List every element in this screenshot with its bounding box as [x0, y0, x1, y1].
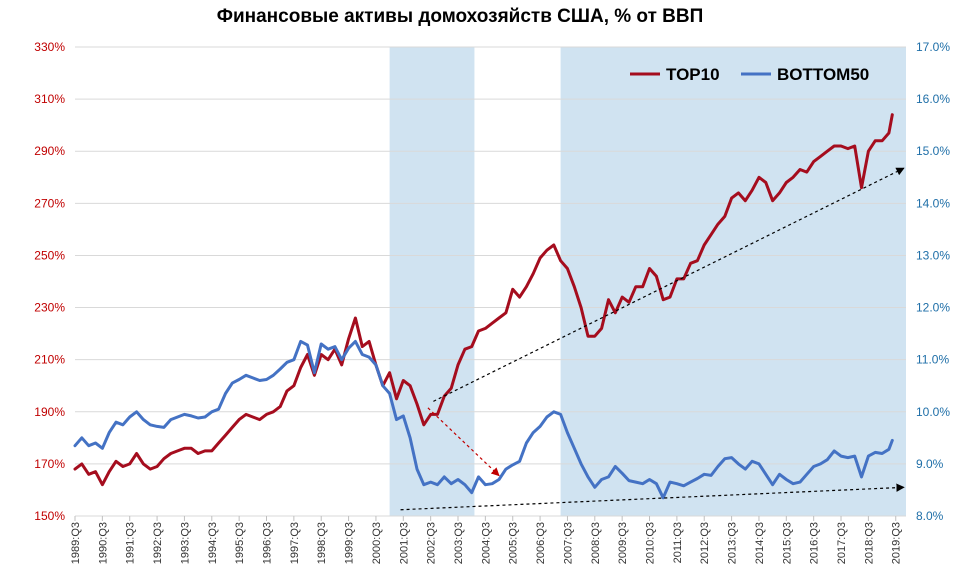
y-right-tick-label: 8.0% [916, 509, 944, 523]
y-left-tick-label: 150% [34, 509, 65, 523]
y-right-tick-label: 10.0% [916, 405, 950, 419]
x-tick-label: 2004:Q3 [480, 522, 492, 564]
x-tick-label: 2019:Q3 [891, 522, 903, 564]
x-tick-label: 1998:Q3 [316, 522, 328, 564]
x-tick-label: 2017:Q3 [836, 522, 848, 564]
shaded-periods [389, 47, 906, 516]
y-right-tick-label: 15.0% [916, 144, 950, 158]
legend-label-bottom50: BOTTOM50 [777, 65, 869, 84]
y-right-tick-label: 16.0% [916, 92, 950, 106]
x-tick-label: 2014:Q3 [754, 522, 766, 564]
y-left-tick-label: 210% [34, 353, 65, 367]
y-left-tick-label: 230% [34, 301, 65, 315]
x-tick-label: 1991:Q3 [125, 522, 137, 564]
trend-arrow-1 [427, 407, 500, 477]
y-left-tick-label: 190% [34, 405, 65, 419]
x-tick-label: 1989:Q3 [70, 522, 82, 564]
x-tick-label: 2012:Q3 [699, 522, 711, 564]
y-left-tick-label: 310% [34, 92, 65, 106]
legend: TOP10 BOTTOM50 [630, 65, 869, 84]
y-right-tick-label: 11.0% [916, 353, 949, 367]
grid-lines [75, 46, 906, 517]
shaded-period-2 [560, 47, 906, 516]
trend-arrows [400, 167, 905, 511]
x-tick-label: 2009:Q3 [617, 522, 629, 564]
x-tick-label: 2000:Q3 [371, 522, 383, 564]
x-tick-label: 2002:Q3 [426, 522, 438, 564]
legend-label-top10: TOP10 [666, 65, 720, 84]
x-tick-label: 1992:Q3 [152, 522, 164, 564]
x-tick-label: 2011:Q3 [672, 522, 684, 563]
x-tick-label: 2008:Q3 [590, 522, 602, 564]
series-lines [73, 113, 894, 500]
y-right-tick-label: 12.0% [916, 301, 950, 315]
y-left-tick-label: 290% [34, 144, 65, 158]
y-right-tick-label: 9.0% [916, 457, 944, 471]
x-tick-label: 1997:Q3 [289, 522, 301, 564]
x-tick-label: 1996:Q3 [262, 522, 274, 564]
y-right-tick-label: 13.0% [916, 248, 950, 262]
y-right-tick-label: 14.0% [916, 196, 950, 210]
y-right-tick-label: 17.0% [916, 40, 950, 54]
x-tick-label: 2010:Q3 [645, 522, 657, 564]
y-left-tick-label: 250% [34, 248, 65, 262]
y-axis-right: 8.0% 9.0% 10.0% 11.0% 12.0% 13.0% 14.0% 15.0% 16… [916, 40, 950, 523]
shaded-period-1 [389, 47, 475, 516]
x-tick-label: 1995:Q3 [234, 522, 246, 564]
chart-title: Финансовые активы домохозяйств США, % от… [217, 6, 704, 27]
x-tick-label: 2003:Q3 [453, 522, 465, 564]
x-tick-label: 1999:Q3 [344, 522, 356, 564]
x-axis: 1989:Q3 1990:Q3 1991:Q3 1992:Q3 1993:Q3 1994:… [70, 516, 903, 564]
y-axis-left: 150% 170% 190% 210% 230% 250% 270% 290% 310% 330% [34, 40, 65, 523]
series-line-bottom50 [73, 339, 894, 500]
x-tick-label: 2015:Q3 [781, 522, 793, 564]
x-tick-label: 2005:Q3 [508, 522, 520, 564]
y-left-tick-label: 330% [34, 40, 65, 54]
x-tick-label: 2013:Q3 [727, 522, 739, 564]
series-line-top10 [73, 113, 894, 487]
x-tick-label: 2018:Q3 [863, 522, 875, 564]
x-tick-label: 1994:Q3 [207, 522, 219, 564]
y-left-tick-label: 270% [34, 196, 65, 210]
x-tick-label: 1990:Q3 [97, 522, 109, 564]
x-tick-label: 2001:Q3 [398, 522, 410, 564]
x-tick-label: 2007:Q3 [562, 522, 574, 564]
x-tick-label: 2016:Q3 [809, 522, 821, 564]
x-tick-label: 2006:Q3 [535, 522, 547, 564]
x-tick-label: 1993:Q3 [179, 522, 191, 564]
y-left-tick-label: 170% [34, 457, 65, 471]
